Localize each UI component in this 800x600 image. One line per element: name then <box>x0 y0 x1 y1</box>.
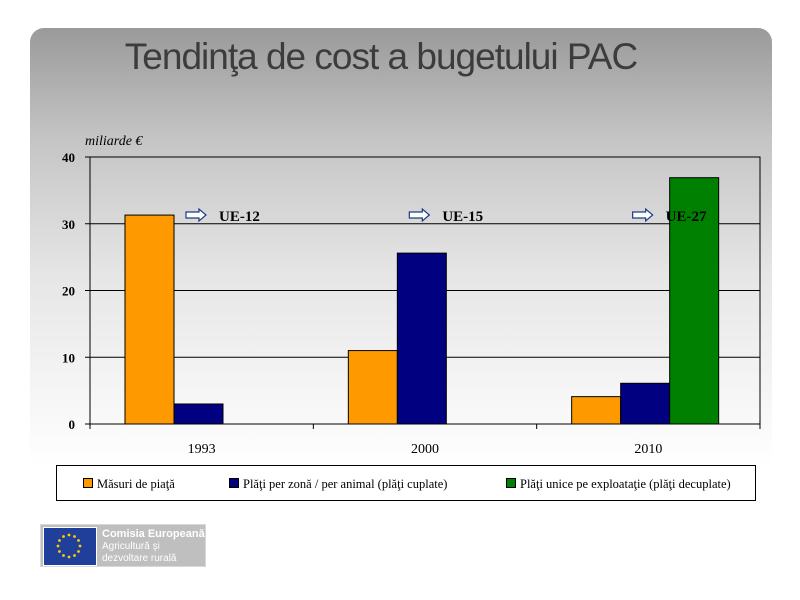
y-tick-label: 30 <box>62 217 75 232</box>
legend-swatch <box>506 478 516 488</box>
chart-legend: Măsuri de piaţă Plăţi per zonă / per anim… <box>56 465 756 501</box>
bar <box>173 403 224 425</box>
y-tick-label: 0 <box>69 417 76 432</box>
y-axis-unit-label: miliarde € <box>85 134 143 149</box>
region-annotation: UE-15 <box>442 209 483 225</box>
logo-organization-name: Comisia Europeană <box>102 528 205 540</box>
flag-star-icon <box>77 539 80 542</box>
bar <box>620 382 671 425</box>
flag-star-icon <box>78 544 82 548</box>
legend-label: Plăţi per zonă / per animal (plăţi cupla… <box>243 477 448 491</box>
region-annotation: UE-12 <box>219 209 260 225</box>
farm-animals-watermark-icon <box>496 515 762 571</box>
flag-star-icon <box>73 554 76 557</box>
european-commission-logo: Comisia Europeană Agricultură şi dezvolt… <box>40 524 206 567</box>
flag-star-icon <box>58 550 61 553</box>
eu-flag-icon <box>43 527 97 566</box>
bar <box>669 177 720 425</box>
arrow-icon <box>408 207 431 223</box>
legend-label: Plăţi unice pe exploataţie (plăţi decupl… <box>520 477 731 491</box>
flag-star-icon <box>62 554 65 557</box>
arrow-icon <box>185 207 207 223</box>
bar <box>347 350 398 425</box>
legend-item: Plăţi unice pe exploataţie (plăţi decupl… <box>506 477 731 492</box>
x-tick-label: 2010 <box>634 442 662 457</box>
y-tick-label: 20 <box>62 284 75 299</box>
bar <box>571 396 622 425</box>
legend-item: Măsuri de piaţă <box>83 477 175 492</box>
legend-item: Plăţi per zonă / per animal (plăţi cupla… <box>229 477 447 492</box>
x-tick-label: 1993 <box>188 442 216 457</box>
flag-star-icon <box>62 535 65 538</box>
arrow-icon <box>632 207 654 223</box>
legend-swatch <box>229 478 239 488</box>
slide-title: Tendinţa de cost a bugetului PAC <box>124 36 638 77</box>
flag-star-icon <box>56 544 60 548</box>
x-tick-label: 2000 <box>411 442 439 457</box>
flag-star-icon <box>67 555 71 559</box>
region-annotation: UE-27 <box>666 209 707 225</box>
y-tick-label: 10 <box>62 350 75 365</box>
flag-star-icon <box>67 533 71 537</box>
logo-department-line-2: dezvoltare rurală <box>102 553 177 564</box>
y-tick-label: 40 <box>62 150 75 165</box>
bar <box>124 214 175 425</box>
legend-label: Măsuri de piaţă <box>97 477 175 491</box>
bar <box>396 252 447 425</box>
logo-department-line-1: Agricultură şi <box>102 541 160 552</box>
legend-swatch <box>83 478 93 488</box>
flag-star-icon <box>77 550 80 553</box>
flag-star-icon <box>58 539 61 542</box>
flag-star-icon <box>73 535 76 538</box>
